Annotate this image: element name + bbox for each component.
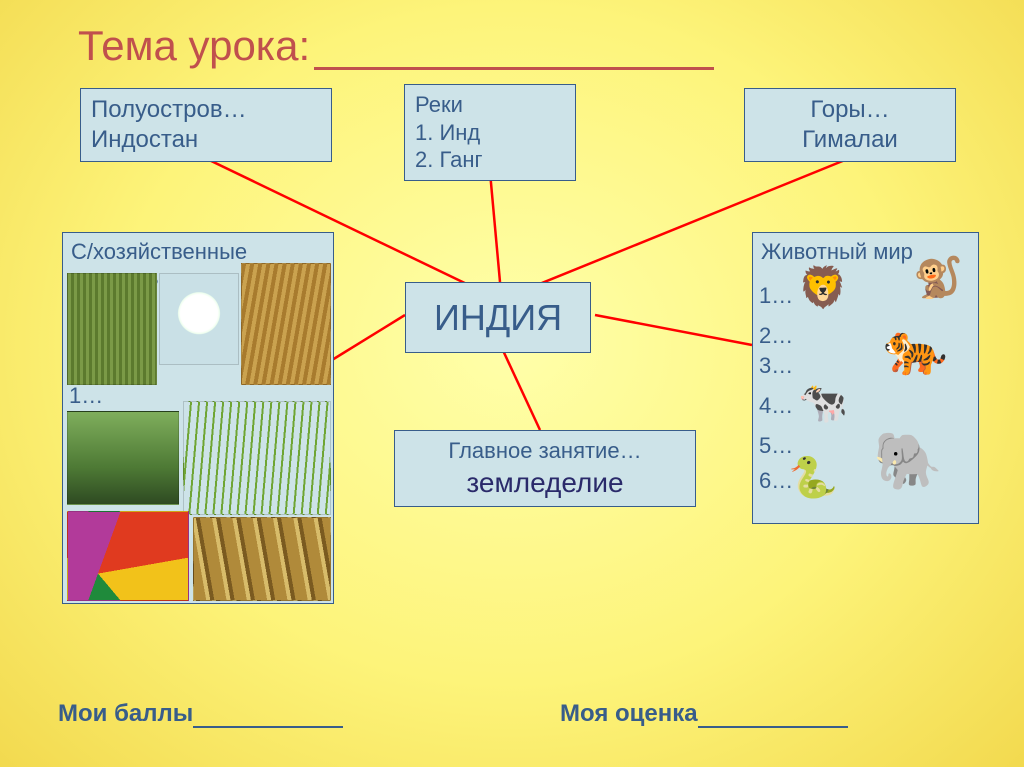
tiger-icon: 🐅 (883, 323, 948, 375)
slide: Тема урока: ИНДИЯ Полуостров… Индостан Р… (0, 0, 1024, 767)
cow-icon: 🐄 (798, 383, 848, 423)
crops-item-1: 1… (69, 383, 103, 409)
title-text: Тема урока: (78, 22, 310, 69)
lion-icon: 🦁 (798, 268, 848, 308)
crop-rice-icon (241, 263, 331, 385)
peninsula-line2: Индостан (91, 125, 321, 155)
title-blank (314, 29, 714, 70)
box-rivers: Реки 1. Инд 2. Ганг (404, 84, 576, 181)
footer-left-label: Мои баллы (58, 700, 193, 727)
peninsula-line1: Полуостров… (91, 95, 321, 125)
footer-right-label: Моя оценка (560, 700, 698, 727)
center-node-label: ИНДИЯ (434, 297, 562, 338)
mountains-line1: Горы… (755, 95, 945, 125)
occupation-line1: Главное занятие… (405, 437, 685, 465)
rivers-line1: Реки (415, 91, 565, 119)
box-peninsula: Полуостров… Индостан (80, 88, 332, 162)
box-mountains: Горы… Гималаи (744, 88, 956, 162)
animals-item-2: 2… (759, 323, 793, 349)
animals-heading: Животный мир (761, 239, 913, 265)
footer-left-blank (193, 704, 343, 728)
monkey-icon: 🐒 (913, 258, 963, 298)
snake-icon: 🐍 (788, 458, 838, 498)
footer-right-blank (698, 704, 848, 728)
animals-item-1: 1… (759, 283, 793, 309)
crop-spices-icon (67, 511, 189, 601)
rivers-line2: 1. Инд (415, 119, 565, 147)
footer-right: Моя оценка (560, 700, 848, 728)
animals-panel: Животный мир 1… 2… 3… 4… 5… 6… 🦁 🐒 🐅 🐄 🐍… (752, 232, 979, 524)
lesson-title: Тема урока: (78, 22, 714, 70)
crop-tea-icon (67, 411, 179, 505)
center-node: ИНДИЯ (405, 282, 591, 353)
mountains-line2: Гималаи (755, 125, 945, 155)
animals-item-3: 3… (759, 353, 793, 379)
occupation-line2: земледелие (405, 465, 685, 500)
box-occupation: Главное занятие… земледелие (394, 430, 696, 507)
crop-cane-icon (193, 517, 331, 601)
rivers-line3: 2. Ганг (415, 146, 565, 174)
elephant-icon: 🐘 (873, 433, 943, 489)
crop-cotton-icon (159, 273, 239, 365)
crop-wheat-icon (67, 273, 157, 385)
crop-grass-icon (183, 401, 331, 515)
crops-panel: С/хозяйственные культуры 1… 2… 3… (62, 232, 334, 604)
footer-left: Мои баллы (58, 700, 343, 728)
animals-item-4: 4… (759, 393, 793, 419)
